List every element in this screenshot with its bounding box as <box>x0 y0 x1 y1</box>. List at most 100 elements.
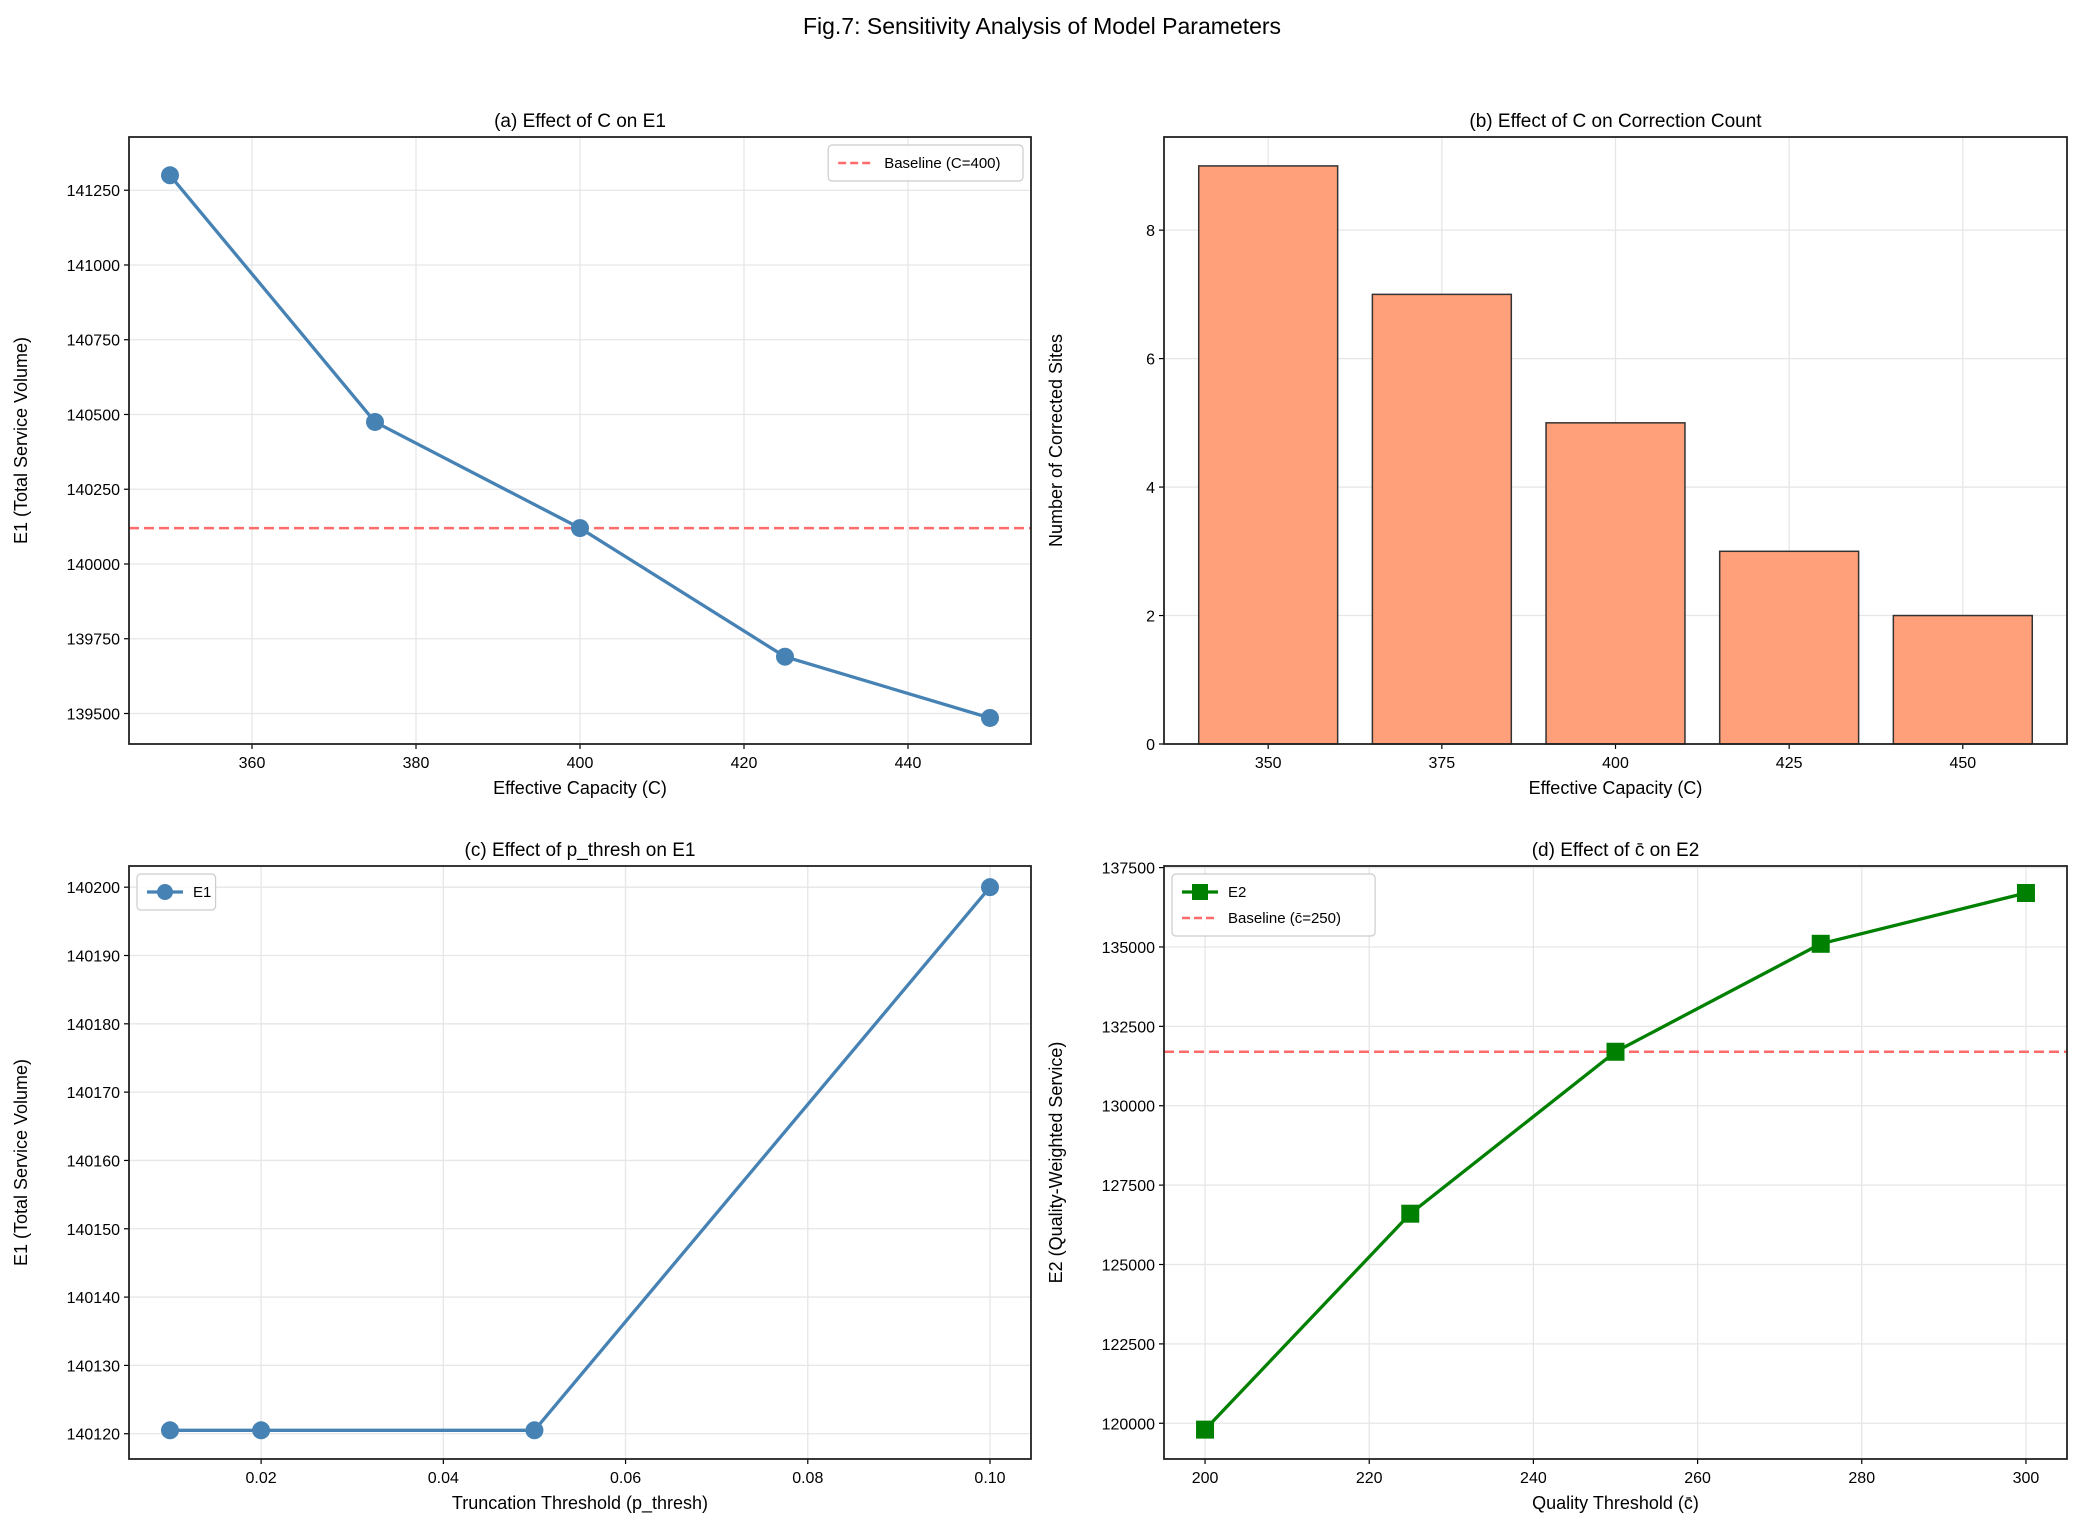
legend-box <box>1171 873 1376 937</box>
subplot-title: (b) Effect of C on Correction Count <box>1469 111 1762 132</box>
x-tick-label: 280 <box>1848 1470 1875 1487</box>
legend: E1 <box>136 873 217 911</box>
subplot-c: 0.02 0.04 0.06 0.08 0.10 140120 140130 140140 14… <box>11 840 1032 1514</box>
data-point <box>1196 1420 1215 1439</box>
x-tick-label: 360 <box>239 755 266 772</box>
legend: Baseline (C=400) <box>827 144 1024 182</box>
axes-frame <box>128 865 1032 1460</box>
y-tick-label: 140190 <box>67 948 120 965</box>
legend-label: Baseline (C=400) <box>884 155 1000 172</box>
y-tick-label: 140200 <box>67 880 120 897</box>
y-tick-label: 8 <box>1146 223 1155 240</box>
x-tick-label: 260 <box>1684 1470 1711 1487</box>
legend-label: E1 <box>193 884 211 901</box>
series-line <box>1203 891 2027 1431</box>
data-point <box>1401 1204 1420 1223</box>
data-point <box>571 519 589 538</box>
x-axis-label: Effective Capacity (C) <box>1529 778 1703 798</box>
y-tick-label: 127500 <box>1102 1178 1155 1195</box>
x-tick-label: 400 <box>1602 755 1629 772</box>
data-point <box>2016 883 2035 902</box>
x-tick-label: 300 <box>2013 1470 2040 1487</box>
legend-marker <box>1192 884 1208 900</box>
y-tick-label: 122500 <box>1102 1337 1155 1354</box>
x-axis-label: Effective Capacity (C) <box>493 778 667 798</box>
y-tick-label: 125000 <box>1102 1258 1155 1275</box>
axes-frame <box>1163 865 2068 1460</box>
x-tick-label: 0.02 <box>246 1470 277 1487</box>
y-axis-label: Number of Corrected Sites <box>1046 334 1066 547</box>
data-point <box>1606 1042 1625 1061</box>
y-tick-label: 140180 <box>67 1017 120 1034</box>
x-tick-label: 420 <box>731 755 758 772</box>
x-tick-label: 375 <box>1428 755 1455 772</box>
data-point <box>981 708 999 727</box>
y-tick-label: 130000 <box>1102 1099 1155 1116</box>
subplot-b: 350 375 400 425 450 0 2 4 6 8 (b) Effect of C on C… <box>1046 111 2068 798</box>
y-tick-label: 135000 <box>1102 940 1155 957</box>
subplot-title: (d) Effect of c̄ on E2 <box>1532 840 1700 861</box>
y-tick-label: 140250 <box>67 482 120 499</box>
subplot-d: 200 220 240 260 280 300 120000 122500 125000 1275… <box>1046 840 2068 1513</box>
y-tick-label: 137500 <box>1102 861 1155 878</box>
x-tick-label: 350 <box>1255 755 1282 772</box>
y-tick-label: 141000 <box>67 258 120 275</box>
x-tick-label: 220 <box>1356 1470 1383 1487</box>
x-tick-label: 200 <box>1192 1470 1219 1487</box>
x-tick-label: 0.04 <box>428 1470 459 1487</box>
y-tick-label: 2 <box>1146 609 1155 626</box>
y-tick-label: 139750 <box>67 632 120 649</box>
bar <box>1718 550 1860 745</box>
figure-suptitle: Fig.7: Sensitivity Analysis of Model Par… <box>803 13 1281 39</box>
legend-box <box>827 144 1024 182</box>
data-point <box>525 1421 544 1440</box>
x-tick-label: 240 <box>1520 1470 1547 1487</box>
legend-label: Baseline (c̄=250) <box>1228 910 1341 927</box>
y-tick-label: 140150 <box>67 1222 120 1239</box>
y-tick-label: 140750 <box>67 333 120 350</box>
x-tick-label: 450 <box>1949 755 1976 772</box>
data-point <box>1811 934 1830 953</box>
y-tick-label: 120000 <box>1102 1416 1155 1433</box>
y-tick-label: 140170 <box>67 1085 120 1102</box>
y-axis-label: E2 (Quality-Weighted Service) <box>1046 1042 1066 1284</box>
x-tick-label: 440 <box>895 755 922 772</box>
axes-frame <box>128 136 1032 745</box>
legend-marker <box>157 884 173 900</box>
x-tick-label: 380 <box>403 755 430 772</box>
x-tick-label: 400 <box>567 755 594 772</box>
y-tick-label: 139500 <box>67 707 120 724</box>
subplot-a: 360 380 400 420 440 139500 139750 140000 140250 1… <box>11 111 1032 798</box>
y-tick-label: 4 <box>1146 480 1155 497</box>
data-point <box>252 1421 271 1440</box>
subplot-title: (c) Effect of p_thresh on E1 <box>465 840 696 861</box>
legend-label: E2 <box>1228 884 1246 901</box>
y-tick-label: 140130 <box>67 1358 120 1375</box>
y-tick-label: 132500 <box>1102 1019 1155 1036</box>
bar <box>1371 293 1513 745</box>
y-axis-label: E1 (Total Service Volume) <box>11 1059 31 1266</box>
x-axis-label: Quality Threshold (c̄) <box>1532 1493 1699 1513</box>
bar <box>1197 165 1339 745</box>
bar <box>1892 614 2034 745</box>
data-point <box>161 1421 179 1440</box>
y-tick-label: 0 <box>1146 737 1155 754</box>
y-tick-label: 140120 <box>67 1427 120 1444</box>
subplot-title: (a) Effect of C on E1 <box>494 111 666 132</box>
data-point <box>776 647 794 666</box>
y-tick-label: 140140 <box>67 1290 120 1307</box>
x-axis-label: Truncation Threshold (p_thresh) <box>452 1493 708 1514</box>
x-tick-label: 0.08 <box>792 1470 823 1487</box>
data-point <box>981 878 999 897</box>
axes-frame <box>1163 136 2068 745</box>
data-point <box>366 412 384 431</box>
y-axis-label: E1 (Total Service Volume) <box>11 337 31 544</box>
y-tick-label: 6 <box>1146 352 1155 369</box>
x-tick-label: 425 <box>1776 755 1803 772</box>
x-tick-label: 0.10 <box>974 1470 1005 1487</box>
y-tick-label: 140160 <box>67 1153 120 1170</box>
data-point <box>161 166 179 185</box>
y-tick-label: 141250 <box>67 183 120 200</box>
legend: E2 Baseline (c̄=250) <box>1171 873 1376 937</box>
